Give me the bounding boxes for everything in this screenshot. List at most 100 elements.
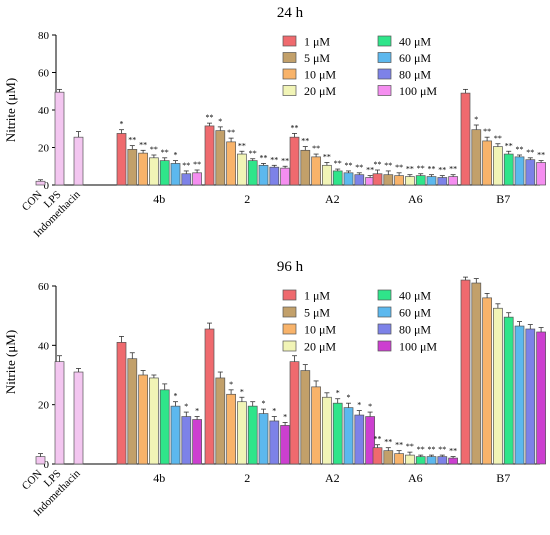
bar: [482, 140, 492, 186]
bar: [525, 328, 536, 465]
significance-label: **: [260, 153, 268, 162]
x-category-label: B7: [496, 471, 510, 485]
bar: [215, 377, 226, 465]
significance-label: **: [249, 149, 257, 158]
chart-panel-24h: 24 h Nitrite (μM) 020406080CONLPSIndomet…: [3, 5, 546, 240]
bar: [343, 407, 354, 465]
significance-label: *: [120, 120, 124, 129]
bar: [332, 170, 343, 186]
significance-label: **: [449, 447, 457, 456]
chart-title: 24 h: [277, 5, 304, 21]
significance-label: *: [218, 117, 222, 126]
bar: [503, 153, 514, 186]
significance-label: *: [184, 402, 188, 411]
bar: [289, 136, 300, 186]
x-tick-label: CON: [20, 468, 45, 493]
significance-label: **: [161, 148, 169, 157]
significance-label: *: [229, 380, 233, 389]
x-category-label: A6: [408, 471, 423, 485]
significance-label: **: [395, 441, 403, 450]
x-category-label: B7: [496, 192, 510, 206]
legend-label: 10 μM: [304, 68, 336, 82]
significance-label: **: [438, 445, 446, 454]
bar: [322, 164, 332, 186]
bar: [405, 454, 415, 465]
y-tick-label: 80: [38, 30, 50, 42]
significance-label: *: [283, 412, 287, 421]
significance-label: **: [206, 113, 214, 122]
bar: [237, 153, 247, 186]
y-tick-label: 20: [38, 400, 50, 412]
significance-label: **: [516, 145, 524, 154]
bar: [138, 152, 148, 186]
legend-swatch: [377, 35, 392, 47]
bar: [311, 386, 321, 465]
bar: [269, 166, 280, 186]
x-category-label: 4b: [153, 471, 165, 485]
x-category-label: 2: [244, 471, 250, 485]
bar-control-lps: [54, 361, 65, 465]
legend-label: 5 μM: [304, 306, 330, 320]
significance-label: **: [384, 161, 392, 170]
x-category-label: A6: [408, 192, 423, 206]
bar: [149, 157, 159, 186]
significance-label: *: [195, 407, 199, 416]
legend-label: 40 μM: [399, 289, 431, 303]
legend-swatch: [377, 306, 392, 318]
y-tick-label: 0: [44, 459, 50, 471]
bar: [258, 413, 269, 465]
significance-label: **: [428, 445, 436, 454]
bar: [437, 456, 448, 465]
bar: [493, 307, 503, 465]
legend-label: 5 μM: [304, 51, 330, 65]
legend-swatch: [282, 289, 297, 301]
bar: [514, 156, 525, 186]
legend-swatch: [377, 340, 392, 352]
bar: [226, 393, 236, 465]
bar: [460, 92, 471, 186]
significance-label: **: [193, 160, 201, 169]
significance-label: *: [357, 401, 361, 410]
bar-control-con: [35, 456, 46, 465]
significance-label: **: [366, 166, 374, 175]
significance-label: *: [174, 151, 178, 160]
significance-label: **: [526, 148, 534, 157]
bar: [127, 358, 138, 465]
x-category-label: A2: [325, 471, 340, 485]
significance-label: **: [428, 165, 436, 174]
bar: [415, 456, 426, 465]
legend-swatch: [282, 68, 297, 80]
bar: [482, 297, 492, 465]
significance-label: **: [312, 144, 320, 153]
significance-label: *: [262, 399, 266, 408]
bar: [280, 425, 290, 465]
bar: [237, 401, 247, 465]
bar: [170, 163, 181, 186]
x-tick-label: CON: [20, 189, 45, 214]
significance-label: **: [128, 136, 136, 145]
y-tick-label: 20: [38, 143, 50, 155]
bar: [247, 405, 258, 465]
legend-swatch: [377, 68, 392, 80]
legend-label: 1 μM: [304, 35, 330, 49]
significance-label: **: [323, 153, 331, 162]
legend-swatch: [377, 323, 392, 335]
bar: [471, 129, 482, 186]
legend-swatch: [377, 85, 392, 96]
bar-control-lps: [54, 91, 65, 186]
significance-label: **: [395, 163, 403, 172]
bar: [493, 146, 503, 186]
bar: [138, 374, 148, 465]
x-category-label: 2: [244, 192, 250, 206]
legend-label: 40 μM: [399, 35, 431, 49]
significance-label: *: [347, 393, 351, 402]
bar-control-indomethacin: [73, 371, 84, 465]
chart-panel-96h: 96 h Nitrite (μM) 0204060CONLPSIndometha…: [3, 259, 546, 519]
bar: [226, 141, 236, 186]
y-tick-label: 40: [38, 340, 50, 352]
significance-label: **: [417, 445, 425, 454]
significance-label: **: [238, 141, 246, 150]
bar: [448, 457, 458, 465]
